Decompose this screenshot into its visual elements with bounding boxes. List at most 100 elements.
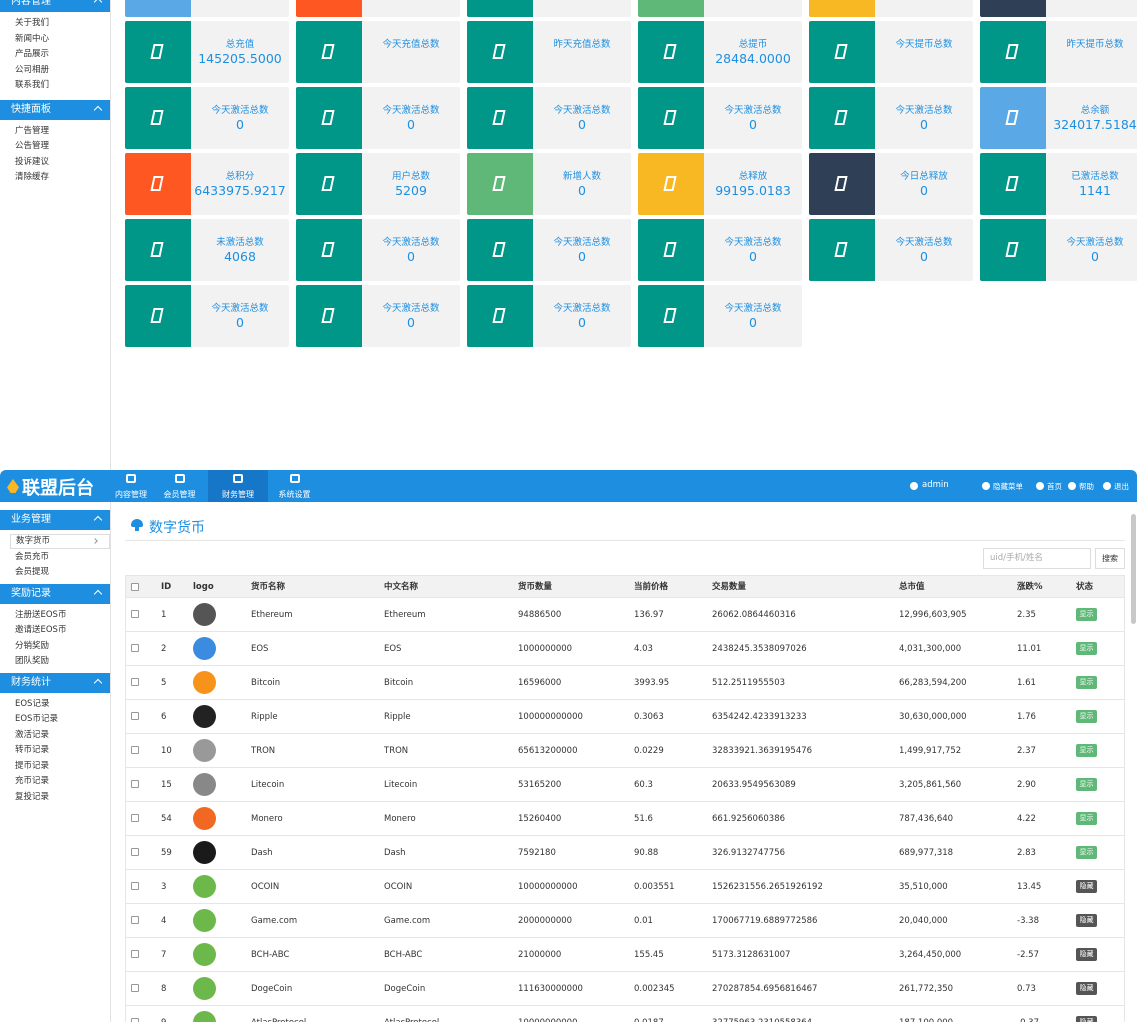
stat-card[interactable]: 总充值 145205.5000 xyxy=(125,21,289,83)
status-badge[interactable]: 隐藏 xyxy=(1076,914,1097,927)
checkbox[interactable] xyxy=(131,916,139,924)
status-badge[interactable]: 显示 xyxy=(1076,744,1097,757)
header-link[interactable]: 首页 xyxy=(1047,482,1062,491)
menu-item[interactable]: 会员充币 xyxy=(15,551,50,562)
status-badge[interactable]: 显示 xyxy=(1076,676,1097,689)
stat-card[interactable]: 新增人数 0 xyxy=(467,153,631,215)
checkbox[interactable] xyxy=(131,950,139,958)
status-badge[interactable]: 显示 xyxy=(1076,778,1097,791)
menu-item[interactable]: 注册送EOS币 xyxy=(15,609,67,620)
menu-item[interactable]: 激活记录 xyxy=(15,729,50,740)
nav-item[interactable]: 系统设置 xyxy=(272,470,317,502)
checkbox[interactable] xyxy=(131,746,139,754)
checkbox[interactable] xyxy=(131,583,139,591)
status-badge[interactable]: 显示 xyxy=(1076,812,1097,825)
checkbox[interactable] xyxy=(131,1018,139,1022)
checkbox[interactable] xyxy=(131,984,139,992)
menu-item[interactable]: 团队奖励 xyxy=(15,656,50,666)
checkbox[interactable] xyxy=(131,712,139,720)
stat-card[interactable]: 用户总数 5209 xyxy=(296,153,460,215)
menu-item[interactable]: 充币记录 xyxy=(15,776,50,786)
status-badge[interactable]: 显示 xyxy=(1076,710,1097,723)
header-link[interactable]: 隐藏菜单 xyxy=(993,482,1023,491)
header-link[interactable]: 退出 xyxy=(1114,482,1129,491)
stat-card[interactable]: 今天激活总数 0 xyxy=(467,285,631,347)
search-button[interactable]: 搜索 xyxy=(1095,548,1125,569)
menu-item[interactable]: 提币记录 xyxy=(15,760,50,771)
table-cell: 136.97 xyxy=(634,610,664,620)
checkbox[interactable] xyxy=(131,610,139,618)
stat-card[interactable]: 总释放 99195.0183 xyxy=(638,153,802,215)
nav-item[interactable]: 会员管理 xyxy=(157,470,202,502)
menu-item[interactable]: EOS币记录 xyxy=(15,714,58,724)
stat-card[interactable]: 昨天充值总数 xyxy=(467,21,631,83)
search-input[interactable]: uid/手机/姓名 xyxy=(983,548,1091,569)
status-badge[interactable]: 显示 xyxy=(1076,642,1097,655)
menu-item[interactable]: 复投记录 xyxy=(15,791,50,802)
status-badge[interactable]: 显示 xyxy=(1076,846,1097,859)
nav-item[interactable]: 财务管理 xyxy=(208,470,268,502)
stat-card[interactable]: 今天提币总数 xyxy=(809,21,973,83)
stat-card[interactable]: 今天充值总数 xyxy=(296,21,460,83)
menu-group[interactable]: 奖励记录 xyxy=(0,583,110,604)
menu-item[interactable]: 数字货币 xyxy=(10,534,110,549)
stat-card[interactable]: 今天激活总数 0 xyxy=(809,87,973,149)
stat-card[interactable]: 昨天提币总数 xyxy=(980,21,1137,83)
table-cell: OCOIN xyxy=(251,882,280,892)
stat-card[interactable]: 今天激活总数 0 xyxy=(809,219,973,281)
stat-card[interactable]: 今天激活总数 0 xyxy=(638,219,802,281)
card-label: 今天激活总数 xyxy=(724,303,782,314)
menu-item[interactable]: 新闻中心 xyxy=(15,33,50,44)
status-badge[interactable]: 隐藏 xyxy=(1076,1016,1097,1022)
stat-card[interactable]: 今天激活总数 0 xyxy=(467,87,631,149)
nav-item[interactable]: 内容管理 xyxy=(112,470,150,502)
header-link[interactable]: 帮助 xyxy=(1079,482,1094,491)
menu-item[interactable]: 联系我们 xyxy=(15,80,50,90)
menu-item[interactable]: 邀请送EOS币 xyxy=(15,625,67,635)
menu-item[interactable]: 会员提现 xyxy=(15,567,50,577)
menu-item[interactable]: 产品展示 xyxy=(15,49,50,59)
menu-item[interactable]: 分销奖励 xyxy=(15,640,50,651)
checkbox[interactable] xyxy=(131,678,139,686)
menu-group[interactable]: 快捷面板 xyxy=(0,99,110,120)
status-badge[interactable]: 隐藏 xyxy=(1076,948,1097,961)
stat-card[interactable]: 今天激活总数 0 xyxy=(638,87,802,149)
status-badge[interactable]: 显示 xyxy=(1076,608,1097,621)
stat-card[interactable]: 今天激活总数 0 xyxy=(125,285,289,347)
menu-item[interactable]: 投诉建议 xyxy=(15,156,50,167)
stat-card[interactable]: 今天激活总数 0 xyxy=(467,219,631,281)
caret xyxy=(93,589,103,598)
status-badge[interactable]: 隐藏 xyxy=(1076,982,1097,995)
stat-card[interactable]: 今天激活总数 0 xyxy=(125,87,289,149)
stat-card[interactable]: 今天激活总数 0 xyxy=(980,219,1137,281)
table-cell: 21000000 xyxy=(518,950,562,960)
checkbox[interactable] xyxy=(131,780,139,788)
stat-card[interactable]: 总积分 6433975.9217 xyxy=(125,153,289,215)
stat-card[interactable]: 今天激活总数 0 xyxy=(638,285,802,347)
checkbox[interactable] xyxy=(131,848,139,856)
stat-card[interactable]: 已激活总数 1141 xyxy=(980,153,1137,215)
menu-item[interactable]: 公司相册 xyxy=(15,64,50,75)
stat-card[interactable]: 今天激活总数 0 xyxy=(296,87,460,149)
stat-card[interactable]: 今天激活总数 0 xyxy=(296,219,460,281)
stat-card[interactable]: 未激活总数 4068 xyxy=(125,219,289,281)
menu-group[interactable]: 内容管理 xyxy=(0,0,110,12)
menu-group[interactable]: 业务管理 xyxy=(0,510,110,530)
stat-card[interactable]: 总余额 324017.5184 xyxy=(980,87,1137,149)
stat-card[interactable]: 今日总释放 0 xyxy=(809,153,973,215)
menu-item[interactable]: 公告管理 xyxy=(15,141,50,151)
menu-group[interactable]: 财务统计 xyxy=(0,672,110,693)
status-badge[interactable]: 隐藏 xyxy=(1076,880,1097,893)
user-name[interactable]: admin xyxy=(922,480,949,490)
stat-card[interactable]: 总提币 28484.0000 xyxy=(638,21,802,83)
menu-item[interactable]: 广告管理 xyxy=(15,125,50,136)
checkbox[interactable] xyxy=(131,814,139,822)
card-label: 今天激活总数 xyxy=(895,105,953,116)
checkbox[interactable] xyxy=(131,644,139,652)
stat-card[interactable]: 今天激活总数 0 xyxy=(296,285,460,347)
menu-item[interactable]: EOS记录 xyxy=(15,698,50,709)
menu-item[interactable]: 关于我们 xyxy=(15,18,50,28)
menu-item[interactable]: 转币记录 xyxy=(15,745,50,755)
menu-item[interactable]: 清除缓存 xyxy=(15,172,50,182)
checkbox[interactable] xyxy=(131,882,139,890)
